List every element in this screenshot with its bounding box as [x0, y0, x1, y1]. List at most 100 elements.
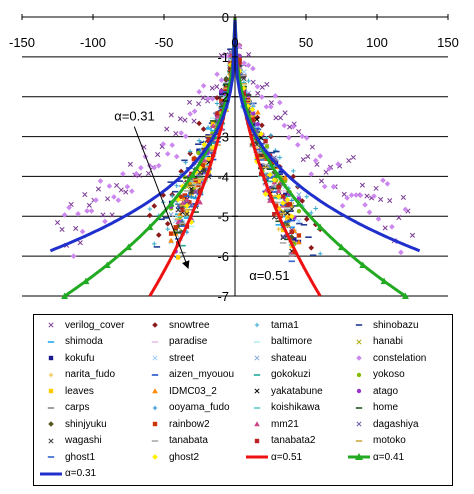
legend-item: kokufu [40, 351, 94, 365]
data-point [75, 211, 81, 217]
data-point [373, 185, 379, 191]
data-point [312, 157, 319, 164]
data-point [318, 178, 325, 184]
data-point [178, 168, 184, 175]
data-point [209, 96, 216, 102]
data-point [123, 189, 129, 195]
legend-symbol [47, 456, 55, 458]
legend-label: baltimore [271, 336, 313, 347]
data-point [70, 253, 77, 259]
legend-item: tanabata2 [246, 434, 316, 448]
legend-symbol [47, 406, 55, 409]
data-point [400, 194, 406, 200]
legend-item: shateau [246, 351, 307, 365]
data-point [269, 159, 274, 165]
data-point [173, 131, 179, 137]
data-point [160, 141, 167, 147]
legend-symbol [254, 322, 260, 328]
data-point [292, 237, 297, 242]
data-point [275, 193, 282, 200]
curve-marker [103, 261, 111, 268]
data-point [299, 198, 306, 204]
data-point [66, 204, 72, 211]
legend-label: narita_fudo [65, 369, 116, 380]
data-point [384, 180, 391, 187]
legend-item: gokokuzi [246, 368, 310, 382]
legend-symbol [356, 355, 362, 361]
data-point [317, 153, 323, 159]
data-point [176, 255, 181, 260]
legend-symbol [253, 406, 261, 409]
data-point [255, 121, 261, 127]
data-point [109, 212, 115, 218]
legend-label: tanabata2 [271, 435, 316, 446]
x-tick-label: 50 [299, 35, 313, 50]
legend-item: α=0.31 [40, 467, 96, 481]
legend-item: tama1 [246, 318, 299, 332]
data-point [73, 225, 79, 231]
data-point [147, 206, 152, 212]
legend-symbol [254, 438, 260, 443]
legend-label: paradise [169, 336, 208, 347]
y-tick-label: -3 [217, 130, 229, 145]
legend-label: motoko [373, 435, 406, 446]
data-point [214, 71, 220, 78]
data-point [241, 75, 247, 82]
data-point [287, 124, 293, 130]
legend-item: IDMC03_2 [144, 384, 217, 398]
data-point [260, 163, 265, 168]
legend-label: hanabi [373, 336, 404, 347]
data-point [289, 234, 295, 240]
legend-item: paradise [144, 335, 207, 349]
legend-item: constelation [348, 351, 426, 365]
data-point [197, 199, 203, 205]
legend-label: carps [65, 402, 90, 413]
data-point [210, 123, 216, 129]
legend-label: koishikawa [271, 402, 320, 413]
data-point [59, 226, 65, 232]
legend-symbol [152, 388, 158, 394]
data-point [151, 164, 158, 171]
data-point [196, 101, 202, 107]
data-point [160, 192, 167, 198]
data-point [168, 231, 174, 236]
data-point [180, 207, 185, 213]
data-point [237, 60, 242, 66]
data-point [335, 161, 341, 167]
legend-symbol [246, 455, 268, 459]
data-point [296, 233, 302, 238]
data-point [308, 171, 315, 177]
data-point [258, 131, 265, 137]
legend-item: street [144, 351, 194, 365]
legend-label: IDMC03_2 [169, 385, 217, 397]
data-point [371, 193, 377, 199]
data-point [323, 169, 329, 175]
data-point [102, 218, 108, 225]
data-point [165, 226, 170, 232]
data-point [184, 211, 190, 217]
legend-symbol [254, 388, 260, 394]
data-point [296, 209, 302, 214]
legend-label: constelation [373, 352, 427, 364]
data-point [284, 210, 290, 216]
data-point [95, 186, 102, 192]
data-point [115, 197, 122, 204]
legend-item: tanabata [144, 434, 208, 448]
data-point [263, 103, 270, 110]
data-point [264, 81, 270, 87]
legend-label: α=0.31 [65, 468, 97, 479]
legend-item: ghost2 [144, 450, 199, 464]
data-point [118, 187, 124, 193]
data-point [100, 212, 106, 218]
legend-item: leaves [40, 384, 94, 398]
data-point [280, 194, 286, 199]
data-point [184, 197, 190, 203]
legend-symbol [48, 355, 54, 361]
legend-symbol [48, 421, 54, 427]
annotations: α=0.31 α=0.51 [110, 107, 290, 283]
data-point [389, 223, 395, 230]
data-point [277, 115, 284, 121]
legend-symbol [152, 454, 158, 460]
data-point [182, 193, 187, 198]
data-point [155, 232, 162, 238]
